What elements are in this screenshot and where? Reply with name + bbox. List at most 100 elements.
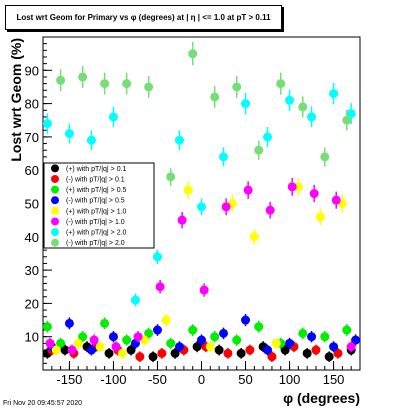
data-point <box>285 338 295 348</box>
data-point <box>192 342 202 352</box>
legend-marker <box>51 228 59 237</box>
data-point <box>293 182 303 192</box>
data-point <box>104 348 114 358</box>
legend-entry: (+) with pT/|q| > 2.0 <box>66 230 127 237</box>
data-point <box>346 342 356 352</box>
data-point <box>265 205 275 215</box>
data-point <box>280 345 290 355</box>
data-point <box>60 345 70 355</box>
data-point <box>346 109 356 119</box>
data-point <box>67 345 77 355</box>
legend-entry: (-) with pT/|q| > 2.0 <box>66 240 125 247</box>
data-point <box>219 152 229 162</box>
x-tick-label: -50 <box>148 372 167 387</box>
legend-entry: (-) with pT/|q| > 1.0 <box>66 219 125 226</box>
data-point <box>342 115 352 125</box>
data-point <box>219 328 229 338</box>
legend-entry: (-) with pT/|q| > 0.5 <box>66 198 125 205</box>
legend-marker <box>51 206 59 215</box>
data-point <box>56 75 66 85</box>
data-point <box>243 185 253 195</box>
legend-marker <box>51 174 59 183</box>
x-axis-label: φ (degrees) <box>283 390 360 406</box>
legend-entry: (+) with pT/|q| > 0.1 <box>66 166 127 173</box>
data-point <box>188 49 198 59</box>
data-point <box>307 112 317 122</box>
data-point <box>333 348 343 358</box>
data-point <box>197 202 206 212</box>
timestamp-label: Fri Nov 20 09:45:57 2020 <box>3 400 82 407</box>
data-point <box>152 252 162 262</box>
data-point <box>122 335 132 345</box>
data-point <box>144 328 154 338</box>
data-point <box>342 325 352 335</box>
data-point <box>166 338 176 348</box>
data-point <box>73 338 83 348</box>
x-tick-label: 100 <box>279 372 301 387</box>
data-point <box>100 318 110 328</box>
data-point <box>78 72 88 82</box>
legend-entry: (+) with pT/|q| > 1.0 <box>66 208 127 215</box>
data-point <box>302 348 312 358</box>
series-5 <box>45 178 356 356</box>
data-point <box>223 348 233 358</box>
data-point <box>152 325 162 335</box>
data-point <box>197 335 206 345</box>
data-point <box>241 315 251 325</box>
data-point <box>166 172 176 182</box>
data-point <box>64 318 74 328</box>
data-point <box>45 338 55 348</box>
y-tick-label: 80 <box>25 97 39 112</box>
data-point <box>100 79 110 89</box>
y-axis-label: Lost wrt Geom (%) <box>8 38 24 162</box>
data-point <box>161 315 171 325</box>
x-tick-label: 50 <box>238 372 252 387</box>
y-tick-label: 70 <box>25 130 39 145</box>
data-point <box>122 79 132 89</box>
data-point <box>174 342 184 352</box>
data-point <box>241 99 251 109</box>
y-tick-label: 10 <box>25 330 39 345</box>
data-point <box>210 92 220 102</box>
data-point <box>245 345 255 355</box>
data-point <box>307 332 317 342</box>
data-point <box>157 348 167 358</box>
legend-box <box>43 162 155 249</box>
data-point <box>95 342 105 352</box>
data-point <box>144 82 154 92</box>
data-point <box>111 342 121 352</box>
data-point <box>320 152 330 162</box>
legend-marker <box>51 217 59 226</box>
data-point <box>126 345 136 355</box>
data-point <box>329 89 339 99</box>
legend-marker <box>51 196 59 205</box>
data-point <box>320 332 330 342</box>
data-point <box>51 345 61 355</box>
data-point <box>309 189 319 199</box>
data-point <box>271 338 281 348</box>
data-point <box>214 345 224 355</box>
data-point <box>298 102 308 112</box>
data-point <box>177 215 187 225</box>
x-tick-label: -100 <box>100 372 126 387</box>
data-point <box>221 202 231 212</box>
data-point <box>331 195 341 205</box>
data-point <box>174 135 184 145</box>
data-point <box>324 352 334 362</box>
x-tick-label: -150 <box>56 372 82 387</box>
y-tick-label: 50 <box>25 197 39 212</box>
data-point <box>267 352 277 362</box>
data-point <box>249 232 259 242</box>
data-point <box>130 295 140 305</box>
data-point <box>155 282 165 292</box>
data-point <box>89 335 99 345</box>
data-point <box>108 332 118 342</box>
data-point <box>254 145 264 155</box>
y-tick-label: 90 <box>25 63 39 78</box>
data-point <box>148 352 158 362</box>
data-point <box>287 182 297 192</box>
legend-marker <box>51 164 59 173</box>
y-tick-label: 20 <box>25 296 39 311</box>
legend-entry: (+) with pT/|q| > 0.5 <box>66 187 127 194</box>
legend-entry: (-) with pT/|q| > 0.1 <box>66 176 125 183</box>
